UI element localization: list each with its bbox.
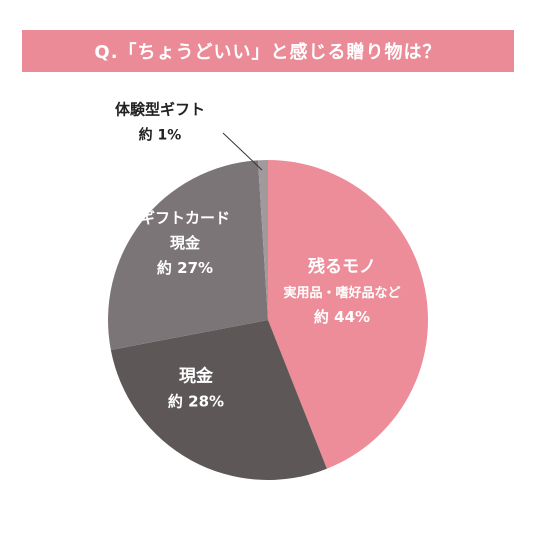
label-giftcard-line: 現金 <box>170 234 201 252</box>
label-cash-value: 約 28% <box>168 393 224 411</box>
label-cash: 現金約 28% <box>168 366 224 411</box>
label-keepsake: 残るモノ実用品・嗜好品など約 44% <box>283 256 400 326</box>
label-keepsake-line: 実用品・嗜好品など <box>283 285 400 301</box>
label-experience-line: 体験型ギフト <box>115 101 205 119</box>
label-experience-value: 約 1% <box>139 127 182 144</box>
slice-cash <box>110 320 327 480</box>
label-keepsake-value: 約 44% <box>314 308 370 326</box>
label-giftcard-value: 約 27% <box>157 259 213 277</box>
slice-experience <box>257 160 268 320</box>
question-title: Q.「ちょうどいい」と感じる贈り物は？ <box>94 42 442 63</box>
leader-line-gift-experience <box>222 132 263 171</box>
slice-giftcard <box>107 160 268 350</box>
label-keepsake-line: 残るモノ <box>308 256 376 277</box>
pie-labels: 残るモノ実用品・嗜好品など約 44%現金約 28%ギフトカード現金約 27%体験… <box>115 101 401 411</box>
label-cash-line: 現金 <box>179 366 214 387</box>
slice-keepsake <box>268 160 429 469</box>
question-banner: Q.「ちょうどいい」と感じる贈り物は？ <box>22 30 514 72</box>
label-giftcard-line: ギフトカード <box>140 209 230 227</box>
label-giftcard: ギフトカード現金約 27% <box>140 209 230 277</box>
label-experience: 体験型ギフト約 1% <box>115 101 205 144</box>
pie-slices <box>107 160 429 480</box>
